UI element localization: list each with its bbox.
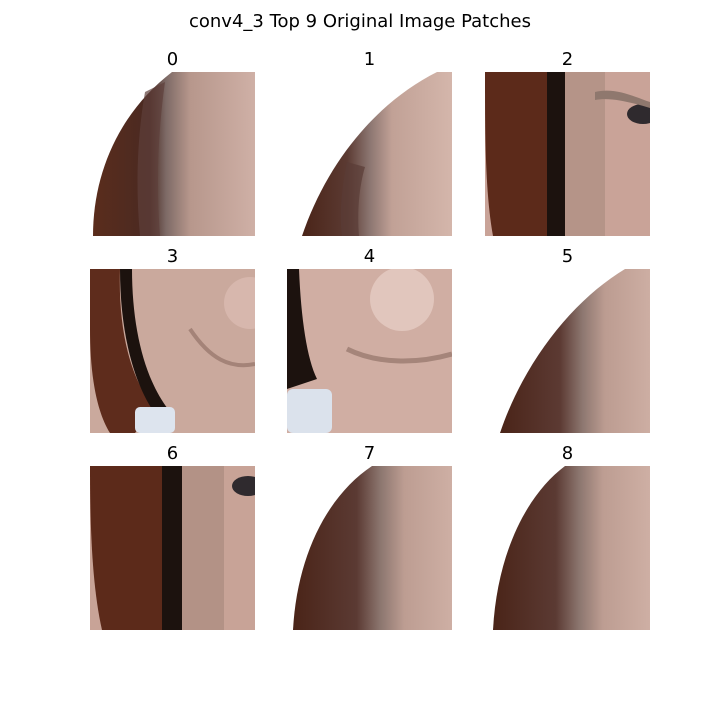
patch-image <box>287 269 452 433</box>
patch-image-graphic <box>485 72 650 236</box>
patch-image-graphic <box>500 269 650 433</box>
patch-image <box>485 72 650 236</box>
patch-image-graphic <box>93 72 255 236</box>
patch-image-graphic <box>293 466 452 630</box>
patch-cell-0: 0 <box>90 50 255 236</box>
patch-image-graphic <box>90 466 255 630</box>
patch-cell-7: 7 <box>287 444 452 630</box>
patch-label: 6 <box>166 443 179 464</box>
patch-cell-6: 6 <box>90 444 255 630</box>
patch-label: 5 <box>561 246 574 267</box>
patch-cell-5: 5 <box>485 247 650 433</box>
patch-image <box>90 269 255 433</box>
patch-cell-1: 1 <box>287 50 452 236</box>
patch-image <box>485 466 650 630</box>
patch-image <box>485 269 650 433</box>
patch-image <box>90 466 255 630</box>
patch-image <box>287 72 452 236</box>
patch-label: 2 <box>561 49 574 70</box>
patch-image <box>287 466 452 630</box>
patch-image-graphic <box>302 72 452 236</box>
patch-image-graphic <box>287 269 452 433</box>
patch-label: 8 <box>561 443 574 464</box>
patch-image-graphic <box>90 269 255 433</box>
patch-label: 1 <box>363 49 376 70</box>
patch-cell-3: 3 <box>90 247 255 433</box>
patch-label: 7 <box>363 443 376 464</box>
patch-cell-4: 4 <box>287 247 452 433</box>
patch-image-graphic <box>493 466 650 630</box>
patch-image <box>90 72 255 236</box>
figure-title: conv4_3 Top 9 Original Image Patches <box>188 11 531 32</box>
patch-cell-2: 2 <box>485 50 650 236</box>
patch-label: 3 <box>166 246 179 267</box>
patch-label: 0 <box>166 49 179 70</box>
patch-label: 4 <box>363 246 376 267</box>
patch-cell-8: 8 <box>485 444 650 630</box>
